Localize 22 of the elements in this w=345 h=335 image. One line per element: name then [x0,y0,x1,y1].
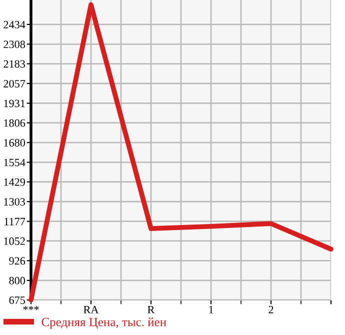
y-tick-label: 1931 [4,100,25,108]
x-tick-label: 1 [209,306,214,314]
y-tick-label: 800 [9,276,26,284]
line-series [28,2,334,302]
y-tick-label: 2308 [4,40,26,48]
y-tick-label: 1052 [4,237,25,245]
y-tick-label: 1303 [4,198,26,206]
legend-label: Средняя Цена, тыс. йен [42,318,166,329]
y-tick-label: 2183 [4,60,26,68]
x-tick-label: R [148,306,155,314]
y-tick-label: 2434 [4,20,26,28]
y-tick-label: 1806 [4,119,26,127]
y-tick-label: 1177 [4,218,26,226]
x-tick-label: 2 [268,306,274,314]
y-tick-label: 1680 [4,139,26,147]
y-tick-label: 926 [9,257,26,265]
y-tick-label: 1429 [4,178,25,186]
y-tick-label: 675 [9,296,26,304]
x-tick-label: RA [84,306,99,314]
y-tick-label: 1554 [4,158,26,166]
x-tick-label: *** [23,306,39,310]
y-tick-label: 2057 [4,80,26,88]
